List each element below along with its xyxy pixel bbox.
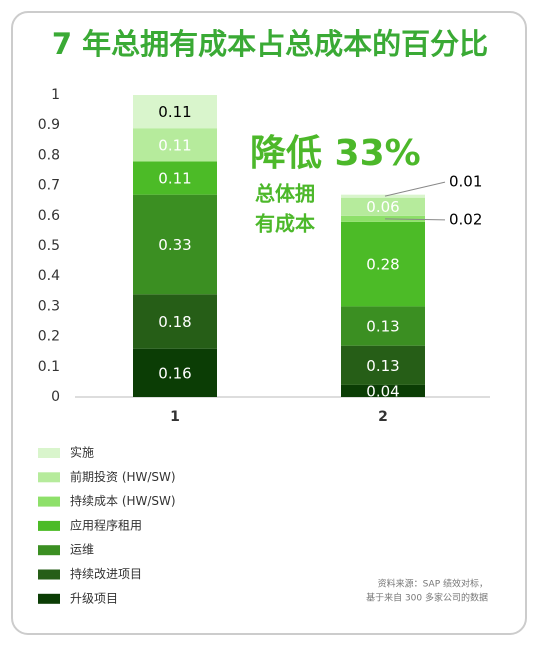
bar-segment <box>133 348 217 397</box>
data-label: 0.02 <box>449 210 482 228</box>
data-label: 0.13 <box>366 357 399 375</box>
legend-label: 应用程序租用 <box>70 517 142 532</box>
legend-label: 前期投资 (HW/SW) <box>70 469 176 484</box>
y-tick-label: 0.2 <box>38 329 60 345</box>
y-tick-label: 0.9 <box>38 117 60 133</box>
data-label: 0.11 <box>158 136 191 154</box>
y-tick-label: 0.6 <box>38 208 60 224</box>
legend-swatch <box>38 448 60 458</box>
frame <box>11 11 527 635</box>
leader-line <box>384 218 446 221</box>
y-tick-label: 0.5 <box>38 238 60 254</box>
bar-segment <box>133 95 217 129</box>
leader-line <box>384 181 446 197</box>
legend-swatch <box>38 569 60 580</box>
annotation: 降低 33% <box>250 133 421 174</box>
y-tick-label: 0.8 <box>38 147 60 163</box>
data-label: 0.28 <box>366 256 399 274</box>
bar-segment <box>341 221 425 307</box>
x-tick-label: 1 <box>170 409 180 425</box>
source: 资料来源：SAP 绩效对标， <box>378 578 488 590</box>
data-label: 0.06 <box>366 198 399 216</box>
y-tick-label: 0.1 <box>38 359 60 375</box>
y-tick-label: 0.4 <box>38 268 60 284</box>
legend-label: 持续成本 (HW/SW) <box>70 493 176 508</box>
chart-title: 7 年总拥有成本占总成本的百分比 <box>52 27 488 61</box>
bar-segment <box>341 215 425 222</box>
bar-segment <box>341 197 425 216</box>
bar-segment <box>133 294 217 349</box>
legend-swatch <box>38 520 60 531</box>
bar-segment <box>341 194 425 198</box>
legend-swatch <box>38 496 60 507</box>
y-tick-label: 0.7 <box>38 178 60 194</box>
y-tick-label: 0.3 <box>38 298 60 314</box>
legend-swatch <box>38 545 60 556</box>
data-label: 0.16 <box>158 364 191 382</box>
bar-segment <box>341 345 425 385</box>
data-label: 0.33 <box>158 236 191 254</box>
bar-segment <box>341 384 425 397</box>
legend-label: 持续改进项目 <box>70 566 142 581</box>
data-label: 0.18 <box>158 313 191 331</box>
legend-label: 实施 <box>70 445 94 460</box>
data-label: 0.04 <box>366 382 399 400</box>
legend-label: 升级项目 <box>70 591 118 605</box>
data-label: 0.01 <box>449 173 482 191</box>
data-label: 0.13 <box>366 318 399 336</box>
legend-swatch <box>38 472 60 483</box>
legend-label: 运维 <box>70 543 94 557</box>
y-tick-label: 0 <box>51 389 60 405</box>
data-label: 0.11 <box>158 170 191 188</box>
data-label: 0.11 <box>158 103 191 121</box>
annotation: 有成本 <box>255 212 315 236</box>
bar-segment <box>133 194 217 295</box>
bar-segment <box>133 161 217 195</box>
source: 基于来自 300 多家公司的数据 <box>366 592 488 604</box>
bar-segment <box>133 128 217 162</box>
bar-segment <box>341 306 425 346</box>
x-tick-label: 2 <box>378 409 388 425</box>
legend-swatch <box>38 593 60 604</box>
y-tick-label: 1 <box>51 87 60 103</box>
annotation: 总体拥 <box>255 182 315 206</box>
